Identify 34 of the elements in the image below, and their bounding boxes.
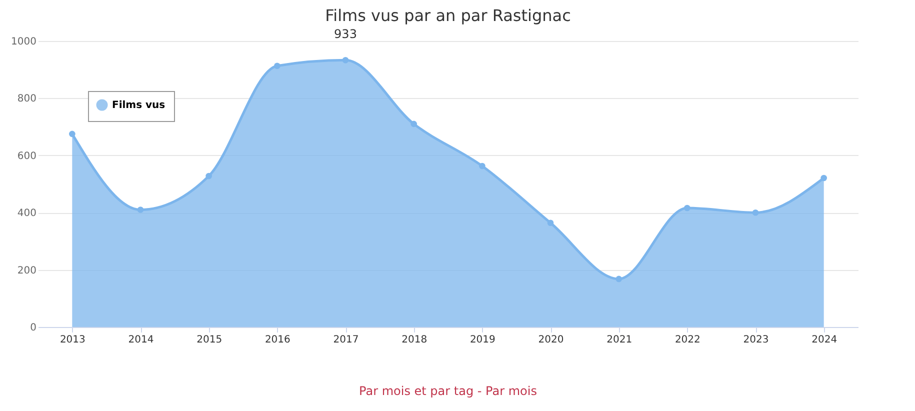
x-tick-label: 2013 xyxy=(60,334,86,346)
point xyxy=(137,206,144,213)
x-tick-label: 2018 xyxy=(402,334,428,346)
y-tick-label: 400 xyxy=(17,208,36,220)
x-tick-label: 2016 xyxy=(264,334,290,346)
point xyxy=(752,209,759,216)
point xyxy=(684,204,690,212)
x-tick-label: 2024 xyxy=(812,334,838,346)
annotation: 933 xyxy=(334,27,357,42)
x-tick-label: 2021 xyxy=(606,334,632,346)
x-tick-label: 2019 xyxy=(470,334,496,346)
text: Par mois et par tag - Par mois xyxy=(359,384,537,398)
point xyxy=(479,162,486,170)
chart-title: Films vus par an par Rastignac xyxy=(325,6,571,26)
legend-label: Films vus xyxy=(112,100,166,111)
x-tick-label: 2020 xyxy=(538,334,564,346)
y-tick-label: 200 xyxy=(17,265,36,276)
point xyxy=(410,120,417,128)
y-tick-label: 1000 xyxy=(11,36,36,48)
point xyxy=(820,174,827,182)
y-tick-label: 800 xyxy=(17,94,36,105)
x-tick-label: 2022 xyxy=(674,334,700,346)
point xyxy=(547,220,554,226)
x-tick-label: 2017 xyxy=(333,334,359,346)
x-tick-label: 2015 xyxy=(196,334,222,346)
point xyxy=(616,276,622,282)
x-tick-label: 2023 xyxy=(743,334,769,346)
point xyxy=(206,172,212,180)
point xyxy=(274,62,280,70)
y-tick-label: 0 xyxy=(30,322,36,334)
point xyxy=(69,130,76,138)
point xyxy=(342,57,349,64)
y-tick-label: 600 xyxy=(17,150,36,162)
x-tick-label: 2014 xyxy=(128,334,154,346)
